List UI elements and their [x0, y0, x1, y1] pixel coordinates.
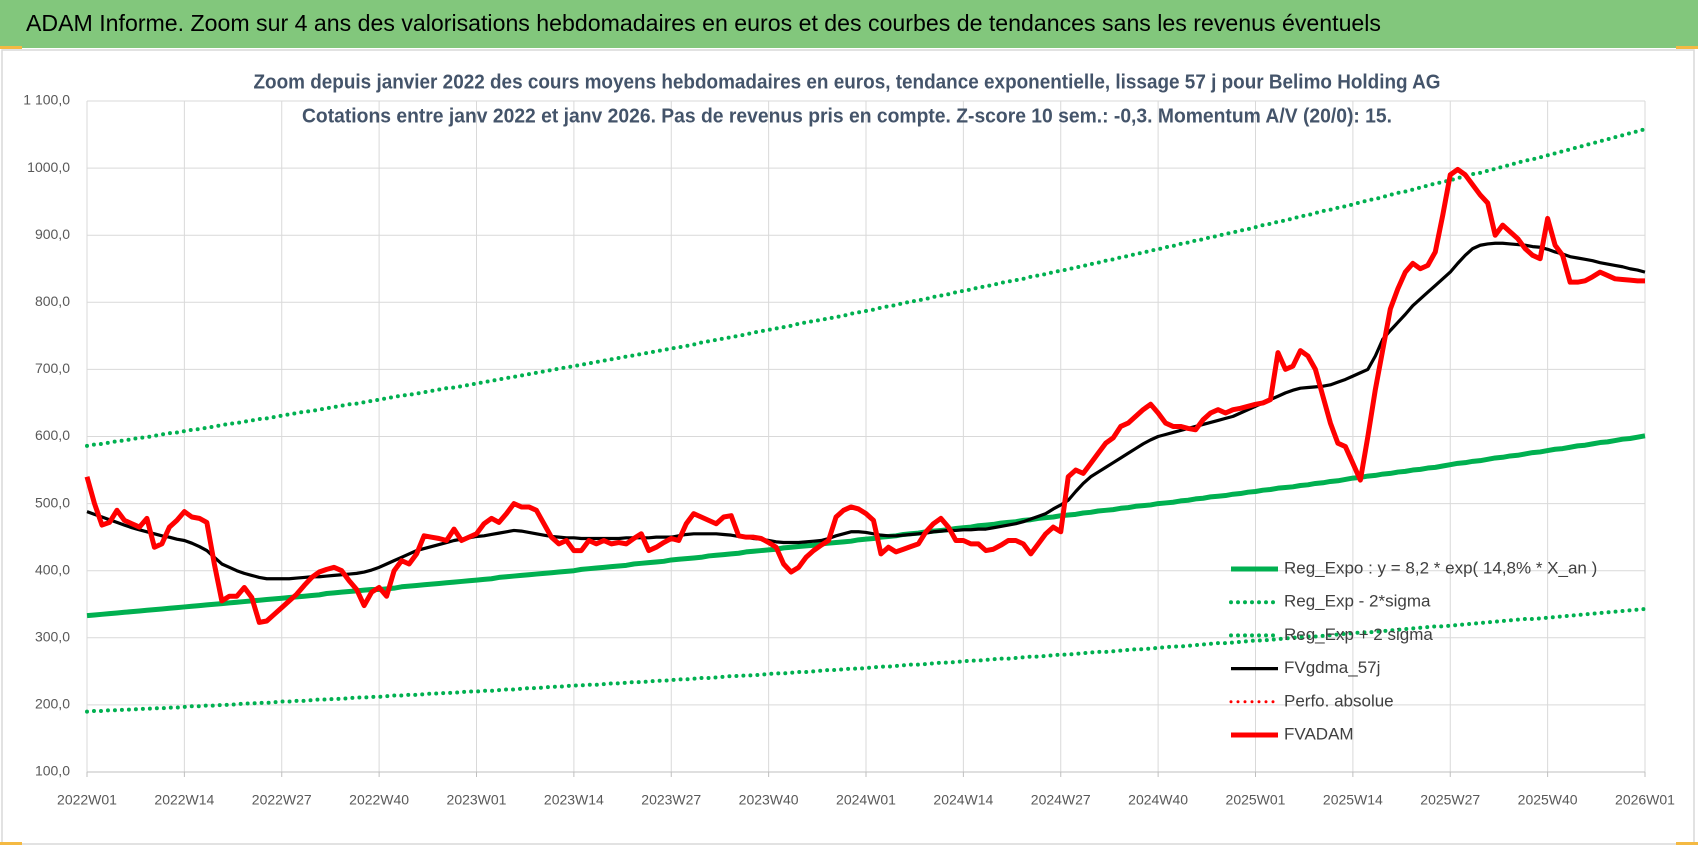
y-tick-label: 1000,0	[27, 159, 70, 175]
x-tick-label: 2023W01	[447, 792, 507, 808]
x-tick-label: 2024W40	[1128, 792, 1188, 808]
legend-label: Perfo. absolue	[1284, 691, 1394, 710]
x-tick-label: 2022W01	[57, 792, 117, 808]
x-tick-label: 2022W40	[349, 792, 409, 808]
y-tick-label: 400,0	[35, 561, 70, 577]
x-tick-label: 2023W27	[641, 792, 701, 808]
x-tick-label: 2023W14	[544, 792, 604, 808]
chart-title: Zoom depuis janvier 2022 des cours moyen…	[254, 71, 1441, 93]
x-tick-label: 2024W27	[1031, 792, 1091, 808]
banner	[0, 0, 1698, 48]
legend-label: Reg_Exp + 2 sigma	[1284, 625, 1433, 644]
corner	[1676, 46, 1698, 49]
legend-label: Reg_Exp - 2*sigma	[1284, 592, 1431, 611]
series-line	[84, 166, 1645, 625]
series-line	[85, 127, 1647, 448]
x-tick-label: 2024W14	[933, 792, 993, 808]
y-tick-label: 900,0	[35, 226, 70, 242]
y-tick-label: 700,0	[35, 360, 70, 376]
y-tick-label: 1 100,0	[23, 92, 70, 108]
chart-border	[1, 49, 1695, 845]
y-tick-label: 100,0	[35, 763, 70, 779]
x-tick-label: 2022W14	[154, 792, 214, 808]
banner-title: ADAM Informe. Zoom sur 4 ans des valoris…	[26, 10, 1381, 36]
y-tick-label: 500,0	[35, 494, 70, 510]
y-tick-label: 300,0	[35, 629, 70, 645]
chart-subtitle: Cotations entre janv 2022 et janv 2026. …	[302, 105, 1392, 127]
x-tick-label: 2025W40	[1518, 792, 1578, 808]
y-tick-label: 200,0	[35, 696, 70, 712]
x-tick-label: 2025W27	[1420, 792, 1480, 808]
x-tick-label: 2025W01	[1226, 792, 1286, 808]
x-tick-label: 2026W01	[1615, 792, 1675, 808]
corner	[0, 46, 22, 49]
series-line	[86, 433, 1646, 619]
legend-label: FVgdma_57j	[1284, 658, 1380, 677]
corner	[1676, 842, 1698, 845]
legend-label: Reg_Expo : y = 8,2 * exp( 14,8% * X_an )	[1284, 558, 1597, 577]
x-tick-label: 2022W27	[252, 792, 312, 808]
x-tick-label: 2025W14	[1323, 792, 1383, 808]
y-tick-label: 800,0	[35, 293, 70, 309]
legend-label: FVADAM	[1284, 724, 1354, 743]
y-tick-label: 600,0	[35, 427, 70, 443]
x-tick-label: 2024W01	[836, 792, 896, 808]
x-tick-label: 2023W40	[739, 792, 799, 808]
plot: 100,0 200,0 300,0 400,0 500,0 600,0 700,0 800,0…	[23, 92, 1675, 808]
series-line	[85, 606, 1647, 714]
corner	[0, 842, 22, 845]
